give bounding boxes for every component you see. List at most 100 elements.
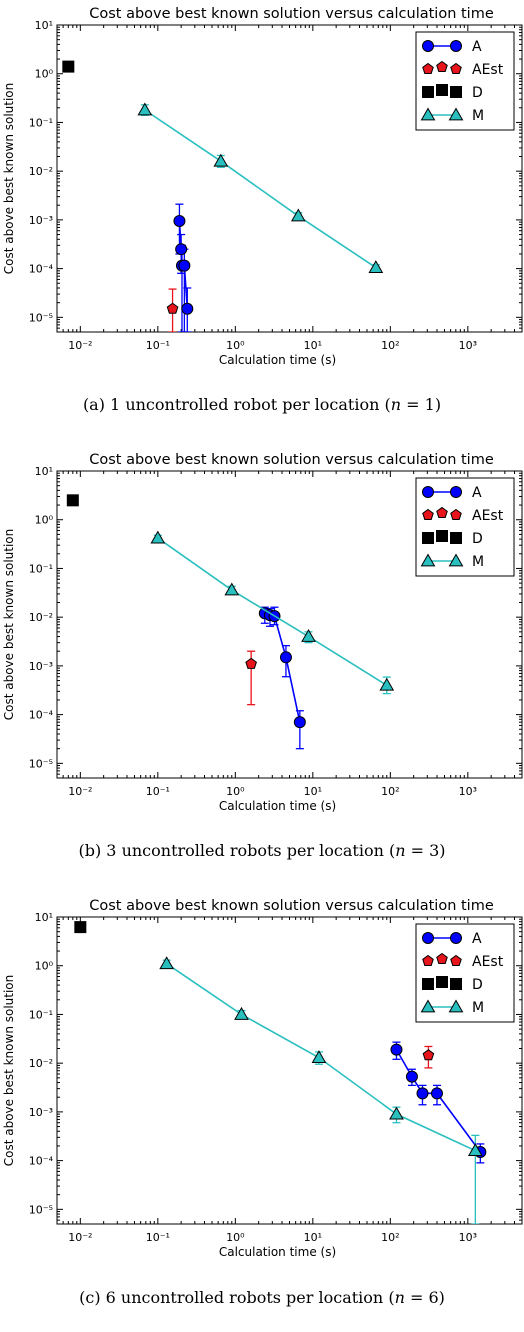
x-tick-label: 10⁻²: [68, 1231, 92, 1244]
data-point-m: [234, 1006, 249, 1020]
chart-panel-b: Cost above best known solution versus ca…: [0, 446, 524, 886]
x-tick-label: 10⁻¹: [146, 785, 170, 798]
caption-c-var: n: [394, 1288, 405, 1307]
caption-a-var: n: [390, 395, 402, 414]
y-tick-label: 10⁰: [35, 960, 54, 973]
data-point-m: [301, 629, 316, 642]
data-point-aest: [245, 657, 257, 669]
legend-marker-aest: [436, 60, 448, 72]
legend-marker-d: [450, 978, 462, 990]
data-point-m: [150, 530, 166, 544]
y-tick-label: 10⁻⁴: [29, 1155, 54, 1168]
data-point-m: [379, 677, 395, 691]
legend: A AEst DM: [415, 923, 515, 1023]
data-point-m: [137, 102, 153, 116]
x-tick-label: 10⁻²: [68, 339, 92, 352]
x-tick-label: 10²: [381, 339, 399, 352]
x-tick-label: 10³: [459, 339, 477, 352]
chart-b: Cost above best known solution versus ca…: [2, 452, 523, 813]
legend-marker-m: [420, 107, 436, 121]
data-point-a: [178, 259, 191, 272]
legend-marker-m: [448, 999, 464, 1013]
legend-label-m: M: [472, 1000, 484, 1016]
data-point-aest: [166, 302, 179, 314]
legend-marker-d: [450, 532, 462, 544]
legend-marker-aest: [422, 508, 434, 520]
x-tick-label: 10²: [381, 785, 399, 798]
y-axis-label: Cost above best known solution: [2, 529, 16, 721]
data-point-a: [279, 651, 292, 664]
series-line-a: [395, 1049, 481, 1153]
plot-area: [62, 60, 384, 332]
legend-marker-aest: [422, 954, 434, 966]
x-tick-label: 10⁻¹: [146, 1231, 170, 1244]
y-tick-label: 10⁻³: [29, 214, 53, 227]
caption-b-var: n: [395, 841, 406, 860]
legend-marker-aest: [436, 952, 448, 964]
legend-label-a: A: [472, 485, 482, 501]
caption-a: (a) 1 uncontrolled robot per location (n…: [0, 395, 524, 414]
caption-b-text: (b) 3 uncontrolled robots per location (: [78, 841, 396, 860]
x-tick-label: 10³: [459, 785, 477, 798]
y-axis-label: Cost above best known solution: [2, 83, 16, 275]
y-tick-label: 10⁻⁵: [29, 1203, 53, 1216]
legend-marker-d: [422, 86, 434, 98]
legend-label-d: D: [472, 85, 483, 101]
data-point-m: [159, 956, 175, 970]
x-tick-label: 10⁰: [226, 1231, 245, 1244]
legend-label-a: A: [472, 931, 482, 947]
series-line-m: [144, 109, 377, 269]
x-tick-label: 10⁻¹: [146, 339, 170, 352]
data-point-m: [311, 1050, 327, 1063]
data-point-a: [175, 243, 188, 256]
y-tick-label: 10⁻⁵: [29, 311, 53, 324]
data-point-a: [173, 214, 186, 227]
legend-marker-d: [450, 86, 462, 98]
caption-c-eq: = 6): [404, 1288, 445, 1307]
legend-marker-a: [422, 40, 434, 52]
plot-area: [66, 494, 395, 750]
chart-title: Cost above best known solution versus ca…: [89, 452, 494, 468]
caption-b-eq: = 3): [405, 841, 446, 860]
chart-panel-c: Cost above best known solution versus ca…: [0, 892, 524, 1332]
x-tick-label: 10⁰: [226, 339, 245, 352]
data-point-a: [390, 1043, 403, 1056]
chart-a: Cost above best known solution versus ca…: [2, 6, 523, 367]
data-point-m: [467, 1143, 483, 1157]
y-tick-label: 10⁻¹: [29, 116, 53, 129]
chart-c: Cost above best known solution versus ca…: [2, 898, 523, 1259]
y-tick-label: 10⁻¹: [29, 1008, 53, 1021]
data-point-a: [430, 1087, 443, 1100]
data-point-m: [213, 153, 229, 167]
series-line-m: [157, 537, 388, 686]
legend-marker-aest: [450, 62, 462, 74]
legend-marker-aest: [450, 954, 462, 966]
caption-a-eq: = 1): [401, 395, 442, 414]
legend-marker-m: [448, 107, 464, 121]
legend-label-d: D: [472, 977, 483, 993]
legend-marker-d: [436, 976, 448, 988]
legend-marker-m: [448, 553, 464, 567]
caption-c-line: (c) 6 uncontrolled robots per location (…: [0, 1288, 524, 1307]
data-point-d: [66, 494, 79, 507]
plot-area: [74, 921, 487, 1224]
caption-a-text: (a) 1 uncontrolled robot per location (: [82, 395, 391, 414]
y-tick-label: 10⁰: [35, 68, 54, 81]
legend: A AEst DM: [415, 477, 515, 577]
legend-marker-a: [422, 932, 434, 944]
x-tick-label: 10¹: [304, 785, 322, 798]
x-tick-label: 10²: [381, 1231, 399, 1244]
data-point-d: [74, 921, 87, 934]
y-tick-label: 10⁻²: [29, 611, 53, 624]
legend-box: [415, 923, 515, 1023]
legend-marker-a: [450, 40, 462, 52]
chart-title: Cost above best known solution versus ca…: [89, 898, 494, 914]
data-point-m: [290, 208, 306, 222]
y-tick-label: 10⁻⁵: [29, 757, 53, 770]
legend: A AEst DM: [415, 31, 515, 131]
x-tick-label: 10¹: [304, 339, 322, 352]
y-tick-label: 10¹: [35, 19, 53, 32]
data-point-a: [293, 716, 306, 729]
legend-label-aest: AEst: [472, 62, 504, 78]
y-tick-label: 10¹: [35, 465, 53, 478]
